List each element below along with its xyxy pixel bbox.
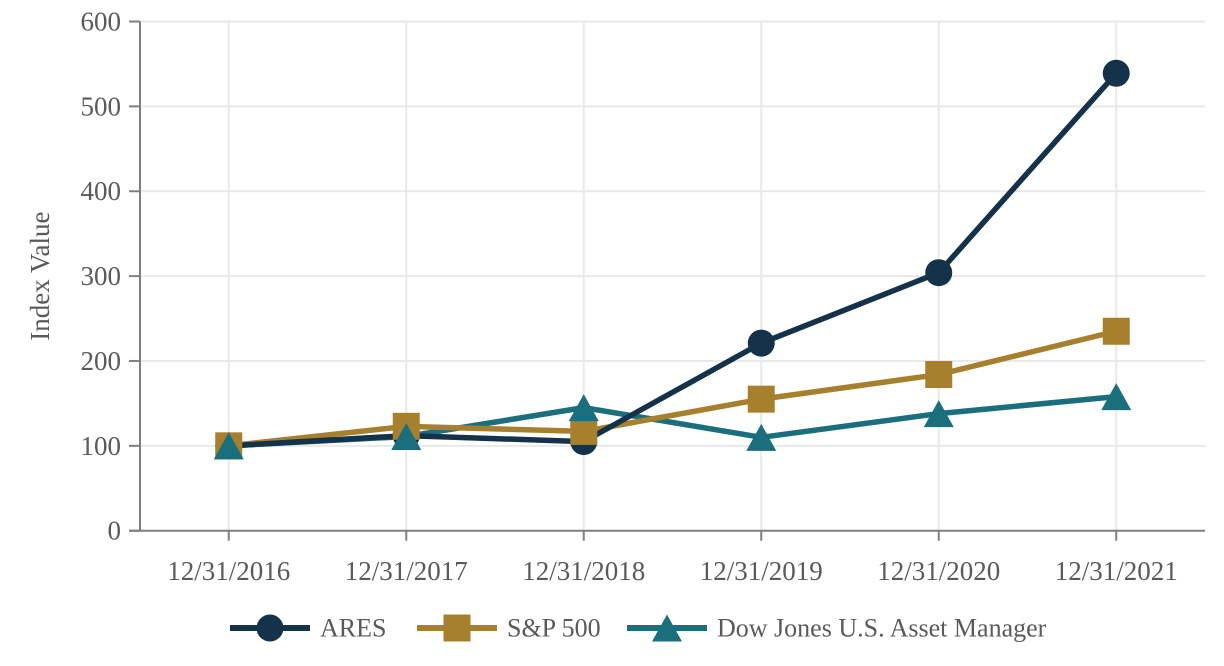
legend-square-icon [443, 614, 471, 642]
chart-gridlines [140, 20, 1205, 531]
legend-circle-icon [256, 614, 284, 642]
x-axis-tick-label: 12/31/2018 [522, 556, 645, 586]
series-line-s-p-500 [226, 328, 1119, 449]
data-point-dow-jones-u-s-asset-manager-12-31-2017 [391, 422, 422, 450]
y-axis-tick-label: 0 [108, 516, 122, 546]
y-axis-tick-label: 100 [81, 431, 122, 461]
data-point-s-p-500-12-31-2018 [570, 417, 598, 445]
y-axis-tick-label: 200 [81, 346, 122, 376]
y-axis-tick-label: 300 [81, 261, 122, 291]
x-axis-tick-label: 12/31/2017 [345, 556, 468, 586]
data-point-dow-jones-u-s-asset-manager-12-31-2021 [1101, 383, 1132, 411]
legend-label-dow-jones-u-s-asset-manager: Dow Jones U.S. Asset Manager [717, 614, 1047, 643]
legend-item-ares: ARES [230, 614, 386, 643]
data-point-ares-12-31-2020 [925, 259, 953, 287]
series-markers-dow-jones-u-s-asset-manager [213, 383, 1132, 460]
data-point-s-p-500-12-31-2021 [1102, 317, 1130, 345]
y-axis-tick-label: 500 [81, 91, 122, 121]
series-lines [226, 70, 1119, 449]
x-axis-tick-label: 12/31/2016 [167, 556, 290, 586]
y-axis-tick-label: 400 [81, 176, 122, 206]
legend-label-ares: ARES [320, 614, 386, 643]
x-axis-tick-label: 12/31/2020 [877, 556, 1000, 586]
data-point-ares-12-31-2019 [747, 329, 775, 357]
chart-axes: 0 100 200 300 400 500 600 12/31/2016 12/31/2017 1… [81, 7, 1205, 586]
y-axis-tick-label: 600 [81, 7, 122, 37]
legend-triangle-icon [652, 614, 682, 642]
series-line-ares [226, 70, 1119, 449]
chart-legend: ARES S&P 500 Dow Jones U.S. Asset Manager [230, 614, 1047, 643]
x-axis-tick-label: 12/31/2021 [1055, 556, 1178, 586]
legend-item-dow-jones-u-s-asset-manager: Dow Jones U.S. Asset Manager [627, 614, 1047, 643]
data-point-dow-jones-u-s-asset-manager-12-31-2020 [923, 400, 954, 428]
data-point-dow-jones-u-s-asset-manager-12-31-2016 [213, 432, 244, 460]
data-point-dow-jones-u-s-asset-manager-12-31-2019 [746, 423, 777, 451]
data-point-dow-jones-u-s-asset-manager-12-31-2018 [568, 394, 599, 422]
y-axis-title: Index Value [25, 211, 55, 340]
legend-item-s-p-500: S&P 500 [417, 614, 601, 643]
legend-label-s-p-500: S&P 500 [507, 614, 601, 643]
x-axis-tick-label: 12/31/2019 [700, 556, 823, 586]
data-point-s-p-500-12-31-2020 [925, 361, 953, 389]
data-point-s-p-500-12-31-2019 [747, 385, 775, 413]
series-markers-ares [215, 59, 1130, 460]
data-point-ares-12-31-2021 [1102, 59, 1130, 87]
